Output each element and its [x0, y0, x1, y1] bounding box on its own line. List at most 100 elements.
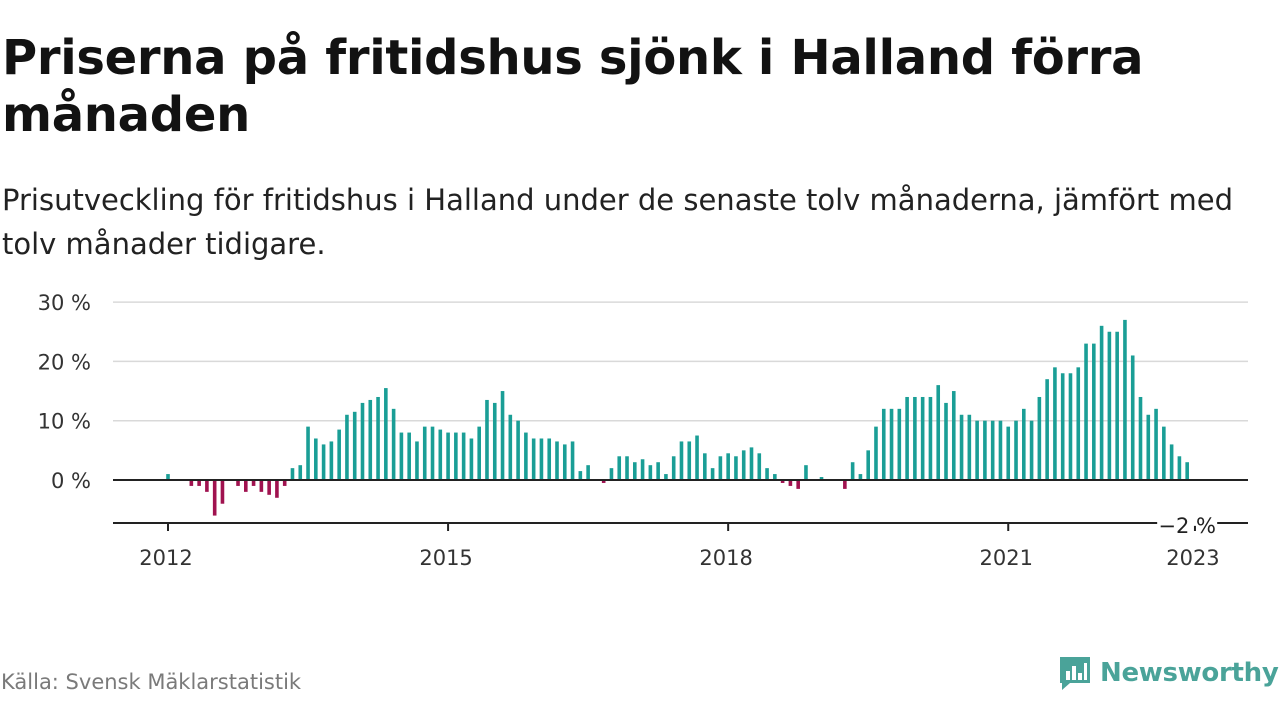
- bar: [1177, 456, 1182, 480]
- bar: [539, 438, 544, 480]
- bar: [446, 432, 450, 480]
- bar: [773, 474, 777, 480]
- annotation-label: −2 %: [1158, 514, 1216, 538]
- bar: [352, 411, 357, 480]
- bar: [633, 462, 637, 480]
- bar: [928, 396, 933, 480]
- bar: [306, 426, 310, 480]
- bar: [547, 438, 552, 480]
- bar: [189, 480, 194, 486]
- bar: [329, 441, 334, 480]
- bar: [454, 432, 458, 480]
- bar: [617, 456, 622, 480]
- bar: [205, 480, 209, 492]
- bar: [648, 465, 653, 480]
- bar: [531, 438, 536, 480]
- bar: [687, 441, 692, 480]
- bar: [765, 468, 769, 480]
- bar: [1146, 414, 1151, 480]
- brand-logo[interactable]: Newsworthy: [1058, 653, 1279, 693]
- bar: [897, 408, 902, 480]
- bar: [983, 420, 987, 480]
- bar: [1185, 462, 1189, 480]
- bar: [1084, 343, 1088, 480]
- axes: [113, 479, 1248, 531]
- bar: [1169, 444, 1174, 480]
- bar: [586, 465, 590, 480]
- bar: [819, 477, 824, 480]
- bar: [866, 450, 870, 480]
- bar: [391, 408, 396, 480]
- bar: [384, 388, 388, 480]
- bar: [1115, 331, 1119, 480]
- bar: [469, 438, 474, 480]
- x-tick-label: 2012: [139, 546, 192, 570]
- bar: [726, 453, 730, 480]
- bar: [881, 408, 886, 480]
- bar: [244, 480, 248, 492]
- bar: [524, 432, 528, 480]
- bar: [415, 441, 419, 480]
- bar: [368, 399, 373, 480]
- bar: [562, 444, 567, 480]
- bar: [913, 396, 917, 480]
- bar-chart: 0 % 10 % 20 % 30 % 2012 2015 2018 2021 2023 −2 %: [38, 291, 1248, 570]
- newsworthy-logo-icon: [1060, 657, 1090, 690]
- bar: [438, 429, 443, 480]
- bar: [734, 456, 738, 480]
- bar: [1053, 367, 1057, 480]
- bar: [796, 480, 800, 489]
- bar: [975, 420, 979, 480]
- bar: [601, 480, 606, 483]
- bar: [967, 414, 972, 480]
- bar: [516, 420, 520, 480]
- bar: [376, 396, 380, 480]
- y-tick-label: 0 %: [51, 469, 91, 493]
- bar: [236, 480, 240, 486]
- bar: [275, 480, 279, 498]
- bar: [780, 480, 785, 483]
- bar: [1045, 379, 1049, 480]
- bar: [321, 444, 326, 480]
- bar: [920, 396, 925, 480]
- gridlines: [113, 301, 1248, 422]
- bar: [570, 441, 575, 480]
- bar: [788, 480, 793, 486]
- bar: [905, 396, 909, 480]
- chart-subtitle: Prisutveckling för fritidshus i Halland …: [2, 183, 1234, 261]
- bar: [251, 480, 256, 486]
- y-tick-label: 30 %: [38, 291, 91, 315]
- bar: [1130, 355, 1135, 480]
- bar: [944, 402, 948, 480]
- axis-labels: 0 % 10 % 20 % 30 % 2012 2015 2018 2021 2023 −2 %: [38, 291, 1220, 570]
- bar: [959, 414, 964, 480]
- bar: [290, 468, 295, 480]
- bar: [749, 447, 754, 480]
- bar: [843, 480, 847, 489]
- x-tick-label: 2023: [1166, 546, 1219, 570]
- x-tick-label: 2018: [699, 546, 752, 570]
- bar: [1014, 420, 1018, 480]
- bar: [850, 462, 855, 480]
- bar: [578, 471, 583, 480]
- bar: [1123, 319, 1127, 480]
- bar: [990, 420, 995, 480]
- x-tick-label: 2015: [419, 546, 472, 570]
- chart-title: Priserna på fritidshus sjönk i Halland f…: [2, 30, 1144, 143]
- bar: [1022, 408, 1026, 480]
- bar: [407, 432, 411, 480]
- bar: [1060, 373, 1065, 480]
- bar: [1076, 367, 1081, 480]
- bar: [1107, 331, 1112, 480]
- annotation-background: [1157, 499, 1218, 526]
- bar: [485, 399, 489, 480]
- bar: [345, 414, 349, 480]
- x-tick-label: 2021: [980, 546, 1033, 570]
- bar: [267, 480, 271, 495]
- bar: [360, 402, 365, 480]
- bar: [430, 426, 435, 480]
- bar: [259, 480, 264, 492]
- bar: [710, 468, 715, 480]
- bar: [314, 438, 318, 480]
- source-note: Källa: Svensk Mäklarstatistik: [1, 670, 302, 694]
